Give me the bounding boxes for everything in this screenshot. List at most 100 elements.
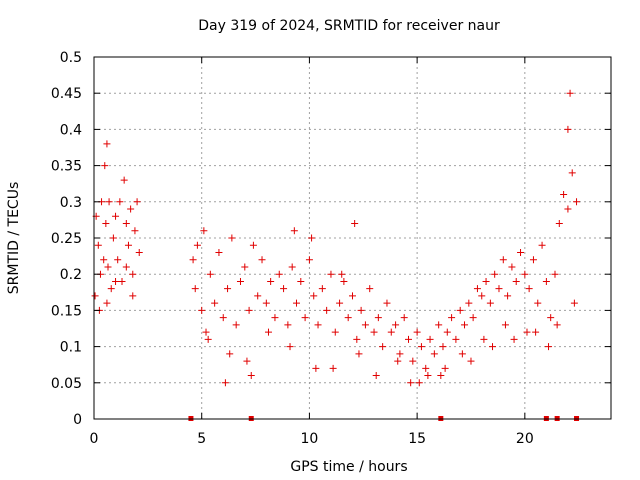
x-tick-label: 20 (516, 431, 534, 447)
data-point (109, 234, 117, 242)
data-point (100, 256, 108, 264)
data-point (439, 343, 447, 351)
data-point (461, 321, 469, 329)
data-point (288, 263, 296, 271)
data-point (512, 277, 520, 285)
y-axis-ticks: 0 0.05 0.1 0.15 0.2 0.25 0.3 0.35 0.4 0.45 0.5 (51, 50, 611, 428)
data-point (452, 335, 460, 343)
data-point (553, 321, 561, 329)
data-point (312, 364, 320, 372)
data-point (224, 285, 232, 293)
data-point (510, 335, 518, 343)
data-point (292, 299, 300, 307)
data-point (473, 285, 481, 293)
data-point (329, 364, 337, 372)
data-point (566, 89, 574, 97)
data-point (247, 372, 255, 380)
data-point (355, 350, 363, 358)
data-point (458, 350, 466, 358)
data-point (191, 285, 199, 293)
y-tick-label: 0.2 (60, 267, 82, 283)
data-point (301, 314, 309, 322)
data-point (249, 241, 257, 249)
x-tick-label: 5 (197, 431, 206, 447)
data-point (525, 285, 533, 293)
data-point (104, 263, 112, 271)
data-point (124, 241, 132, 249)
data-point (523, 328, 531, 336)
data-point (226, 350, 234, 358)
x-tick-label: 0 (90, 431, 99, 447)
data-point (202, 328, 210, 336)
data-point (107, 285, 115, 293)
data-point (206, 270, 214, 278)
data-point (564, 125, 572, 133)
data-points (91, 89, 581, 387)
data-point (297, 277, 305, 285)
data-point (529, 256, 537, 264)
data-point (129, 292, 137, 300)
data-point (495, 285, 503, 293)
data-point (379, 343, 387, 351)
data-point (135, 248, 143, 256)
y-tick-label: 0.15 (51, 303, 82, 319)
data-point (215, 248, 223, 256)
data-point (370, 328, 378, 336)
data-point (351, 220, 359, 228)
data-point (560, 191, 568, 199)
data-point (443, 328, 451, 336)
data-point (383, 299, 391, 307)
y-tick-label: 0.4 (60, 122, 82, 138)
data-point (413, 328, 421, 336)
data-point (482, 277, 490, 285)
data-point (286, 343, 294, 351)
data-point (198, 306, 206, 314)
y-tick-label: 0.3 (60, 195, 82, 211)
data-point (430, 350, 438, 358)
data-point (112, 277, 120, 285)
data-point (521, 270, 529, 278)
data-point (327, 270, 335, 278)
data-point (284, 321, 292, 329)
data-point (245, 306, 253, 314)
data-point (103, 140, 111, 148)
data-point (103, 299, 111, 307)
data-point (480, 335, 488, 343)
data-point (243, 357, 251, 365)
data-point (308, 234, 316, 242)
data-point (336, 299, 344, 307)
data-point (441, 364, 449, 372)
data-point (465, 299, 473, 307)
data-point (501, 321, 509, 329)
data-point (538, 241, 546, 249)
data-point (508, 263, 516, 271)
data-point (422, 364, 430, 372)
y-tick-label: 0.1 (60, 340, 82, 356)
data-point (200, 227, 208, 235)
data-point (232, 321, 240, 329)
data-point (318, 285, 326, 293)
data-point (264, 328, 272, 336)
chart-title: Day 319 of 2024, SRMTID for receiver nau… (198, 18, 500, 34)
data-point (534, 299, 542, 307)
data-point (400, 314, 408, 322)
data-point (271, 314, 279, 322)
data-point (573, 198, 581, 206)
data-point (564, 205, 572, 213)
data-point (114, 256, 122, 264)
data-point (323, 306, 331, 314)
data-point (116, 198, 124, 206)
data-point (417, 343, 425, 351)
data-point (314, 321, 322, 329)
data-point (532, 328, 540, 336)
data-point (129, 270, 137, 278)
data-point (504, 292, 512, 300)
data-point (547, 314, 555, 322)
data-point (374, 314, 382, 322)
data-point (542, 277, 550, 285)
data-point (448, 314, 456, 322)
data-point (517, 248, 525, 256)
data-point (394, 357, 402, 365)
data-point (409, 357, 417, 365)
